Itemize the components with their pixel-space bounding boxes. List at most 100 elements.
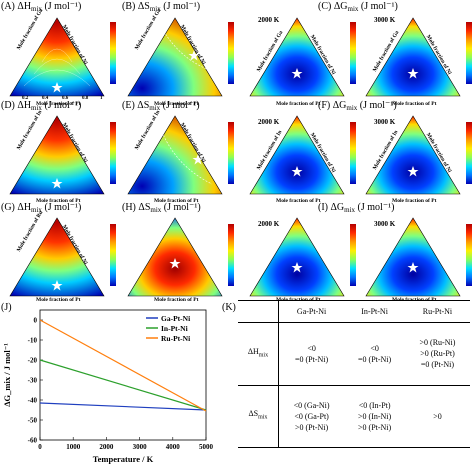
axis-label-pt: Mole fraction of Pt <box>276 101 321 107</box>
axis-label-pt: Mole fraction of Pt <box>276 198 321 204</box>
tick-label: 1 <box>100 96 103 101</box>
y-tick-label: -30 <box>28 377 38 385</box>
panel-e-label: (E) ΔSmix (J mol⁻¹) <box>122 100 200 112</box>
series-line <box>39 402 207 411</box>
star-marker <box>188 50 200 61</box>
tick-label: 0.2 <box>22 96 29 101</box>
row-label-dsmix: ΔSmix <box>238 385 279 448</box>
tick-label: 0.6 <box>62 96 69 101</box>
star-marker <box>291 262 303 273</box>
panel-b-label: (B) ΔSmix (J mol⁻¹) <box>122 1 201 13</box>
colorbar-b <box>228 22 234 84</box>
y-tick-label: -60 <box>28 437 38 445</box>
series-line <box>39 359 207 411</box>
table-cell: <0 =0 (Pt-Ni) <box>358 343 392 364</box>
star-marker <box>291 68 303 79</box>
ternary-plot-h <box>127 217 223 297</box>
y-tick-label: -10 <box>28 337 38 345</box>
ternary-plot-f-3000k <box>365 115 461 195</box>
table-cell: <0 (In-Pt) >0 (In-Ni) >0 (Pt-Ni) <box>358 400 392 432</box>
ternary-plot-d <box>9 115 105 195</box>
colorbar-c1 <box>350 22 356 84</box>
x-tick-label: 3000 <box>133 443 148 451</box>
temp-2000k: 2000 K <box>258 16 280 24</box>
ternary-plot-c-2000k <box>249 17 345 97</box>
plot-frame <box>39 309 207 441</box>
colorbar-i1 <box>350 224 356 286</box>
table-header: Ru-Pt-Ni <box>422 307 453 317</box>
tick-label: 0.8 <box>82 96 89 101</box>
ternary-plot-g <box>9 217 105 297</box>
star-marker <box>407 262 419 273</box>
star-marker <box>407 68 419 79</box>
axis-label-pt: Mole fraction of Pt <box>392 101 437 107</box>
panel-d-label: (D) ΔHmix (J mol⁻¹) <box>1 100 82 112</box>
x-tick-label: 5000 <box>199 443 214 451</box>
temp-3000k: 3000 K <box>374 220 396 228</box>
temp-3000k: 3000 K <box>374 118 396 126</box>
table-cell: >0 <box>433 411 442 421</box>
axis-label-pt: Mole fraction of Pt <box>392 198 437 204</box>
panel-j-label: (J) <box>1 302 12 313</box>
y-tick-label: -50 <box>28 417 38 425</box>
x-tick-label: 4000 <box>166 443 181 451</box>
panel-g-label: (G) ΔHmix (J mol⁻¹) <box>1 202 82 214</box>
x-tick-label: 1000 <box>66 443 81 451</box>
star-marker <box>169 258 181 269</box>
ternary-plot-e <box>127 115 223 195</box>
axis-label-pt: Mole fraction of Pt <box>154 101 199 107</box>
star-marker <box>51 82 63 93</box>
colorbar-d <box>110 122 116 184</box>
axis-label-pt: Mole fraction of Pt <box>392 297 437 303</box>
ternary-plot-b <box>127 17 223 97</box>
legend-label: Ga-Pt-Ni <box>161 314 190 323</box>
tick-label: 0.4 <box>42 96 49 101</box>
ternary-plot-c-3000k <box>365 17 461 97</box>
legend-label: In-Pt-Ni <box>161 324 188 333</box>
ternary-plot-f-2000k <box>249 115 345 195</box>
table-corner <box>238 300 279 323</box>
panel-a-label: (A) ΔHmix (J mol⁻¹) <box>1 1 82 13</box>
y-tick-label: 0 <box>34 317 38 325</box>
y-axis-label: ΔG_mix / J mol⁻¹ <box>2 343 12 407</box>
table-header: Ga-Pt-Ni <box>296 307 327 317</box>
star-marker <box>291 166 303 177</box>
ternary-plot-i-3000k <box>365 217 461 297</box>
panel-f-label: (F) ΔGmix (J mol⁻¹) <box>318 100 397 112</box>
colorbar-i2 <box>466 224 472 286</box>
axis-label-pt: Mole fraction of Pt <box>36 297 81 303</box>
axis-label-pt: Mole fraction of Pt <box>276 297 321 303</box>
panel-i-label: (I) ΔGmix (J mol⁻¹) <box>318 202 395 214</box>
panel-h-label: (H) ΔSmix (J mol⁻¹) <box>122 202 201 214</box>
x-tick-label: 2000 <box>99 443 114 451</box>
colorbar-f1 <box>350 122 356 184</box>
series-line <box>39 319 207 412</box>
panel-k-label: (K) <box>222 302 236 313</box>
panel-c-label: (C) ΔGmix (J mol⁻¹) <box>318 1 398 13</box>
row-label-dhmix: ΔHmix <box>238 322 279 386</box>
temp-2000k: 2000 K <box>258 118 280 126</box>
colorbar-g <box>110 224 116 286</box>
star-marker <box>51 178 63 189</box>
x-tick-label: 0 <box>38 443 42 451</box>
star-marker <box>407 166 419 177</box>
colorbar-h <box>228 224 234 286</box>
table-cell: <0 =0 (Pt-Ni) <box>295 343 329 364</box>
axis-label-pt: Mole fraction of Pt <box>36 198 81 204</box>
ternary-plot-a <box>9 17 105 97</box>
temp-2000k: 2000 K <box>258 220 280 228</box>
x-axis-label: Temperature / K <box>93 454 154 464</box>
table-header: In-Pt-Ni <box>361 307 388 317</box>
axis-label-pt: Mole fraction of Pt <box>154 297 199 303</box>
line-chart-j: 0 1000 2000 3000 4000 5000 0 -10 -20 -30 -40 -50 -60… <box>2 309 214 464</box>
y-tick-label: -20 <box>28 357 38 365</box>
star-marker <box>51 280 63 291</box>
star-marker <box>192 154 204 165</box>
colorbar-a <box>110 22 116 84</box>
y-tick-label: -40 <box>28 397 38 405</box>
table-cell: >0 (Ru-Ni) >0 (Ru-Pt) =0 (Pt-Ni) <box>419 338 456 370</box>
temp-3000k: 3000 K <box>374 16 396 24</box>
colorbar-c2 <box>466 22 472 84</box>
colorbar-f2 <box>466 122 472 184</box>
comparison-table: Ga-Pt-Ni In-Pt-Ni Ru-Pt-Ni ΔHmix <0 =0 (P… <box>238 300 470 448</box>
